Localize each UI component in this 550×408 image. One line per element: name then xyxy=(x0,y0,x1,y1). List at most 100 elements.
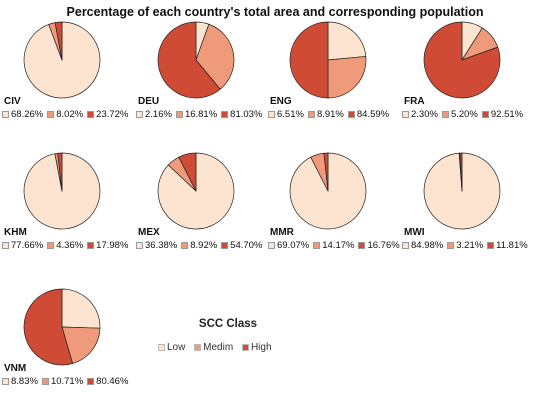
value-swatch xyxy=(181,241,189,249)
legend-title: SCC Class xyxy=(198,318,258,330)
pie-slice-medim xyxy=(327,56,367,99)
value-label: 10.71% xyxy=(50,376,84,387)
value-item-medim: 8.92% xyxy=(181,240,217,251)
chart-title: Percentage of each country's total area … xyxy=(66,5,484,19)
legend-item-medim: Medim xyxy=(194,342,233,353)
pie-chart xyxy=(23,288,101,366)
value-item-high: 17.98% xyxy=(87,240,128,251)
pie-slice-high xyxy=(459,152,463,192)
value-label: 5.20% xyxy=(450,109,478,120)
pie-panel-vnm: VNM 8.83% 10.71% 80.46% xyxy=(0,288,138,387)
value-item-high: 84.59% xyxy=(347,109,389,120)
value-swatch xyxy=(87,377,95,385)
value-label: 11.81% xyxy=(496,240,528,251)
legend-items: Low Medim High xyxy=(158,342,278,353)
value-row: 2.30% 5.20% 92.51% xyxy=(402,109,527,120)
country-code: MWI xyxy=(404,227,425,238)
legend-label-high: High xyxy=(250,342,272,353)
value-item-low: 69.07% xyxy=(268,240,309,251)
value-item-low: 77.66% xyxy=(2,240,43,251)
value-swatch xyxy=(2,377,9,385)
value-row: 77.66% 4.36% 17.98% xyxy=(2,240,132,251)
value-item-low: 2.30% xyxy=(402,109,438,120)
value-item-medim: 14.17% xyxy=(313,240,354,251)
value-swatch xyxy=(307,110,315,118)
pie-slice-high xyxy=(23,288,73,366)
country-code: KHM xyxy=(4,227,27,238)
value-row: 69.07% 14.17% 16.76% xyxy=(268,240,404,251)
value-swatch xyxy=(136,241,143,249)
value-label: 2.16% xyxy=(145,109,172,120)
legend-item-low: Low xyxy=(158,342,185,353)
pie-panel-civ: CIV 68.26% 8.02% 23.72% xyxy=(0,21,138,120)
country-code: ENG xyxy=(270,96,292,107)
value-label: 8.92% xyxy=(190,240,218,251)
value-swatch xyxy=(313,241,321,249)
pie-chart xyxy=(289,152,367,230)
value-swatch xyxy=(402,241,409,249)
value-item-medim: 10.71% xyxy=(41,376,84,387)
value-row: 68.26% 8.02% 23.72% xyxy=(2,109,132,120)
value-item-high: 80.46% xyxy=(87,376,128,387)
country-code: CIV xyxy=(4,96,21,107)
value-swatch xyxy=(2,241,9,249)
country-code: MEX xyxy=(138,227,160,238)
pie-slice-low xyxy=(327,21,367,61)
pie-panel-mwi: MWI 84.98% 3.21% 11.81% xyxy=(400,152,538,251)
value-label: 2.30% xyxy=(411,109,438,120)
value-label: 77.66% xyxy=(11,240,44,251)
country-code: VNM xyxy=(4,363,27,374)
value-item-low: 68.26% xyxy=(2,109,43,120)
pie-slice-high xyxy=(57,152,63,192)
value-item-high: 11.81% xyxy=(487,240,528,251)
value-row: 84.98% 3.21% 11.81% xyxy=(402,240,532,251)
legend-swatch-high xyxy=(241,343,249,351)
value-label: 68.26% xyxy=(11,109,44,120)
pie-slice-high xyxy=(423,21,501,99)
value-swatch xyxy=(481,110,489,118)
value-label: 81.03% xyxy=(230,109,263,120)
pie-slice-high xyxy=(157,21,221,99)
value-swatch xyxy=(268,110,275,118)
value-item-high: 92.51% xyxy=(481,109,523,120)
value-swatch xyxy=(87,110,95,118)
value-item-low: 84.98% xyxy=(402,240,443,251)
value-swatch xyxy=(221,110,229,118)
value-item-high: 54.70% xyxy=(221,240,262,251)
pie-slice-high xyxy=(289,21,329,99)
value-label: 6.51% xyxy=(277,109,304,120)
legend-label-medim: Medim xyxy=(203,342,234,353)
value-swatch xyxy=(221,241,229,249)
value-label: 8.02% xyxy=(56,109,84,120)
value-label: 3.21% xyxy=(456,240,484,251)
value-label: 23.72% xyxy=(96,109,129,120)
pie-slice-high xyxy=(178,152,197,192)
value-swatch xyxy=(487,241,495,249)
country-code: MMR xyxy=(270,227,294,238)
value-label: 69.07% xyxy=(277,240,310,251)
pie-panel-eng: ENG 6.51% 8.91% 84.59% xyxy=(266,21,404,120)
value-item-medim: 3.21% xyxy=(447,240,483,251)
legend-swatch-medim xyxy=(194,343,202,351)
pie-panel-fra: FRA 2.30% 5.20% 92.51% xyxy=(400,21,538,120)
value-swatch xyxy=(447,241,455,249)
value-item-high: 16.76% xyxy=(358,240,400,251)
value-item-medim: 16.81% xyxy=(175,109,217,120)
value-label: 80.46% xyxy=(96,376,129,387)
pie-chart xyxy=(23,152,101,230)
legend-item-high: High xyxy=(241,342,272,353)
pie-panel-mmr: MMR 69.07% 14.17% 16.76% xyxy=(266,152,404,251)
value-swatch xyxy=(136,110,143,118)
value-label: 4.36% xyxy=(56,240,84,251)
value-swatch xyxy=(47,241,55,249)
value-row: 2.16% 16.81% 81.03% xyxy=(136,109,266,120)
pie-chart xyxy=(23,21,101,99)
value-label: 16.76% xyxy=(367,240,400,251)
value-label: 14.17% xyxy=(322,240,355,251)
value-swatch xyxy=(441,110,449,118)
value-item-low: 2.16% xyxy=(136,109,172,120)
pie-chart xyxy=(157,152,235,230)
pie-chart xyxy=(423,152,501,230)
value-label: 84.98% xyxy=(411,240,444,251)
pie-slice-high xyxy=(54,21,63,61)
